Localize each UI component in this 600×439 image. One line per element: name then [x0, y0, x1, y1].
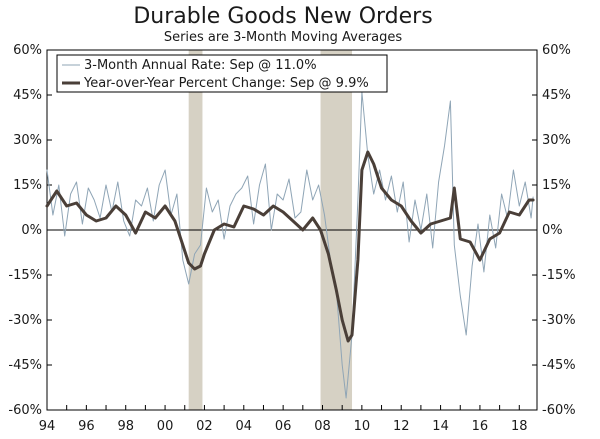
x-tick-label: 96: [78, 419, 95, 434]
x-tick-label: 14: [432, 419, 449, 434]
chart-subtitle: Series are 3-Month Moving Averages: [164, 30, 403, 45]
y-tick-label-right: 45%: [542, 88, 571, 103]
y-tick-label-right: 15%: [542, 178, 571, 193]
y-tick-label-right: 60%: [542, 43, 571, 58]
y-tick-label-left: 45%: [13, 88, 42, 103]
y-tick-label-right: -30%: [542, 313, 576, 328]
legend-label-yoy: Year-over-Year Percent Change: Sep @ 9.9…: [83, 76, 369, 91]
x-tick-label: 98: [117, 419, 134, 434]
series-line-annual-rate: [46, 91, 534, 399]
x-tick-label: 06: [275, 419, 292, 434]
y-tick-label-left: 0%: [21, 223, 42, 238]
x-tick-label: 00: [157, 419, 174, 434]
y-tick-label-right: -60%: [542, 403, 576, 418]
x-tick-label: 04: [236, 419, 253, 434]
y-tick-label-left: 30%: [13, 133, 42, 148]
y-tick-label-left: -15%: [8, 268, 42, 283]
chart-title: Durable Goods New Orders: [133, 4, 432, 29]
y-tick-label-left: -45%: [8, 358, 42, 373]
x-tick-label: 12: [393, 419, 410, 434]
y-tick-label-right: -45%: [542, 358, 576, 373]
y-tick-label-right: 0%: [542, 223, 563, 238]
legend-box: [56, 54, 388, 93]
x-axis: 94 96 98 00 02 04 06 08 10 12 14 16 18: [39, 405, 528, 434]
y-tick-label-right: -15%: [542, 268, 576, 283]
x-tick-label: 16: [472, 419, 489, 434]
y-tick-label-right: 30%: [542, 133, 571, 148]
x-tick-label: 08: [314, 419, 331, 434]
x-tick-label: 02: [196, 419, 213, 434]
series-layer: [45, 91, 535, 399]
legend-label-annual-rate: 3-Month Annual Rate: Sep @ 11.0%: [84, 58, 317, 73]
y-axis-left: -60% -45% -30% -15% 0% 15% 30% 45% 60%: [8, 43, 52, 418]
series-line-yoy: [45, 150, 535, 343]
y-axis-right: -60% -45% -30% -15% 0% 15% 30% 45% 60%: [532, 43, 576, 418]
x-tick-label: 94: [39, 419, 56, 434]
legend: 3-Month Annual Rate: Sep @ 11.0% Year-ov…: [56, 54, 388, 93]
y-tick-label-left: 15%: [13, 178, 42, 193]
y-tick-label-left: -60%: [8, 403, 42, 418]
y-tick-label-left: 60%: [13, 43, 42, 58]
x-tick-label: 10: [354, 419, 371, 434]
x-tick-label: 18: [511, 419, 528, 434]
y-tick-label-left: -30%: [8, 313, 42, 328]
